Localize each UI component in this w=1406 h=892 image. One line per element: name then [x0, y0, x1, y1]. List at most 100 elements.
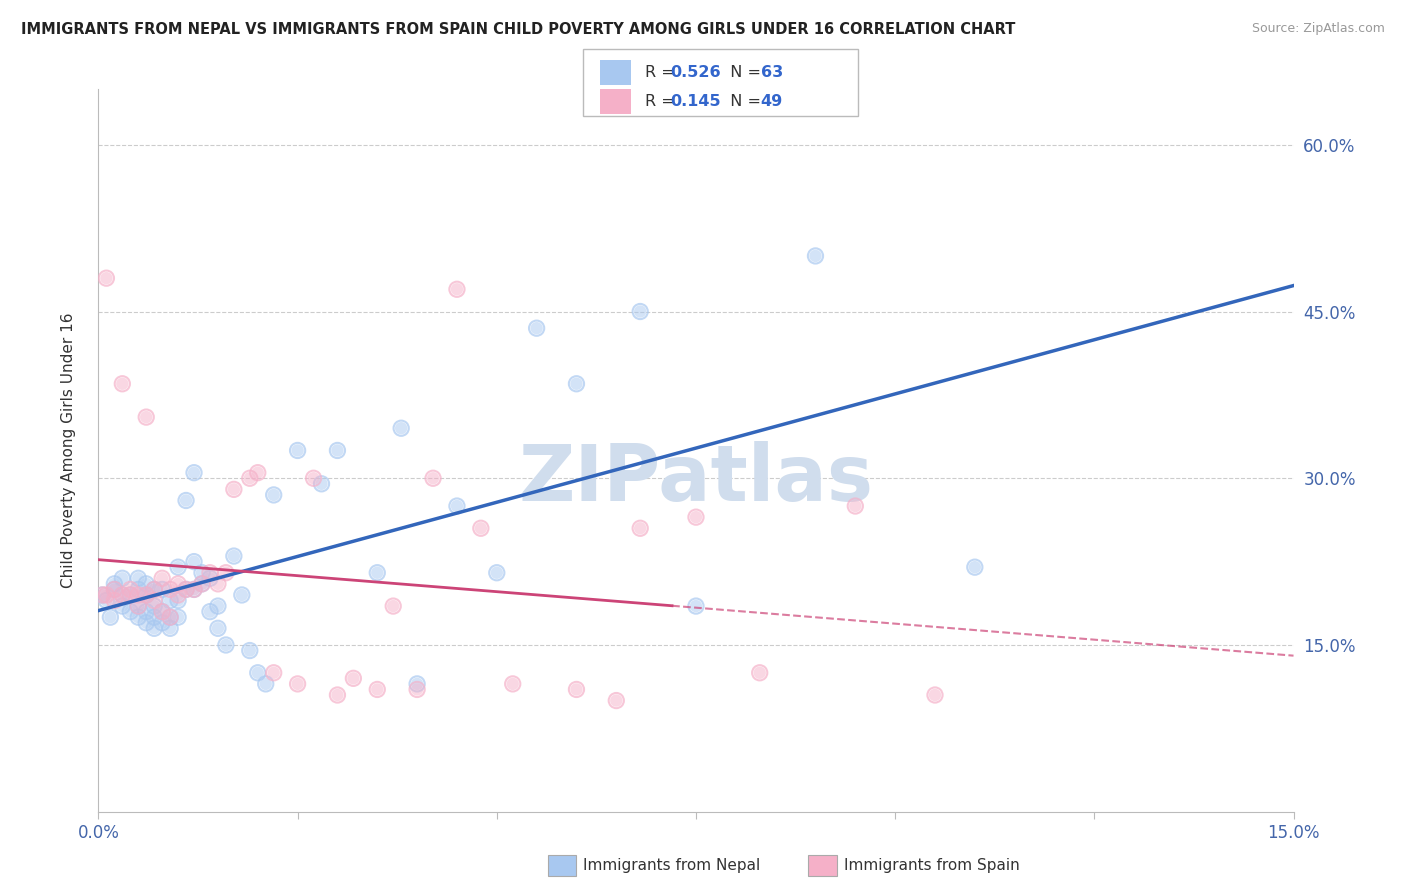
Point	[389, 421, 412, 435]
Point	[389, 421, 412, 435]
Point	[135, 605, 157, 619]
Point	[287, 677, 309, 691]
Point	[628, 521, 651, 535]
Point	[207, 599, 229, 613]
Point	[287, 677, 309, 691]
Point	[143, 582, 166, 597]
Point	[120, 588, 142, 602]
Point	[326, 688, 349, 702]
Point	[159, 610, 181, 624]
Point	[231, 588, 253, 602]
Point	[96, 271, 118, 285]
Point	[127, 599, 149, 613]
Point	[96, 588, 118, 602]
Point	[470, 521, 492, 535]
Point	[103, 582, 125, 597]
Point	[111, 599, 134, 613]
Point	[143, 582, 166, 597]
Point	[174, 582, 197, 597]
Point	[127, 599, 149, 613]
Point	[198, 605, 221, 619]
Point	[91, 588, 114, 602]
Point	[111, 376, 134, 391]
Point	[422, 471, 444, 485]
Point	[150, 605, 173, 619]
Point	[167, 577, 190, 591]
Point	[135, 410, 157, 425]
Point	[628, 521, 651, 535]
Point	[111, 376, 134, 391]
Point	[91, 588, 114, 602]
Point	[167, 560, 190, 574]
Point	[485, 566, 508, 580]
Text: 49: 49	[761, 94, 783, 109]
Point	[239, 471, 262, 485]
Point	[446, 282, 468, 296]
Point	[143, 582, 166, 597]
Point	[174, 582, 197, 597]
Point	[127, 599, 149, 613]
Point	[135, 588, 157, 602]
Point	[191, 577, 214, 591]
Point	[135, 615, 157, 630]
Point	[183, 466, 205, 480]
Point	[167, 588, 190, 602]
Point	[103, 593, 125, 607]
Point	[103, 582, 125, 597]
Point	[159, 593, 181, 607]
Point	[406, 677, 429, 691]
Point	[605, 693, 627, 707]
Point	[167, 577, 190, 591]
Point	[685, 510, 707, 524]
Point	[96, 588, 118, 602]
Point	[135, 588, 157, 602]
Text: 63: 63	[761, 65, 783, 80]
Point	[150, 571, 173, 585]
Point	[366, 682, 388, 697]
Point	[311, 476, 333, 491]
Point	[366, 566, 388, 580]
Point	[111, 588, 134, 602]
Point	[111, 571, 134, 585]
Point	[382, 599, 405, 613]
Point	[446, 499, 468, 513]
Point	[91, 588, 114, 602]
Point	[143, 621, 166, 635]
Point	[103, 577, 125, 591]
Point	[207, 621, 229, 635]
Point	[239, 471, 262, 485]
Point	[183, 582, 205, 597]
Point	[963, 560, 986, 574]
Point	[326, 443, 349, 458]
Point	[111, 588, 134, 602]
Point	[167, 610, 190, 624]
Point	[150, 615, 173, 630]
Point	[207, 577, 229, 591]
Point	[135, 615, 157, 630]
Point	[198, 566, 221, 580]
Point	[143, 599, 166, 613]
Point	[406, 682, 429, 697]
Point	[287, 443, 309, 458]
Point	[127, 588, 149, 602]
Point	[120, 605, 142, 619]
Text: N =: N =	[720, 94, 766, 109]
Point	[191, 566, 214, 580]
Point	[150, 571, 173, 585]
Point	[135, 577, 157, 591]
Point	[183, 582, 205, 597]
Point	[150, 582, 173, 597]
Point	[120, 588, 142, 602]
Point	[565, 682, 588, 697]
Point	[222, 483, 245, 497]
Point	[198, 571, 221, 585]
Point	[183, 555, 205, 569]
Point	[150, 615, 173, 630]
Point	[239, 643, 262, 657]
Text: R =: R =	[645, 65, 681, 80]
Point	[135, 577, 157, 591]
Text: IMMIGRANTS FROM NEPAL VS IMMIGRANTS FROM SPAIN CHILD POVERTY AMONG GIRLS UNDER 1: IMMIGRANTS FROM NEPAL VS IMMIGRANTS FROM…	[21, 22, 1015, 37]
Point	[143, 593, 166, 607]
Point	[191, 577, 214, 591]
Point	[222, 549, 245, 563]
